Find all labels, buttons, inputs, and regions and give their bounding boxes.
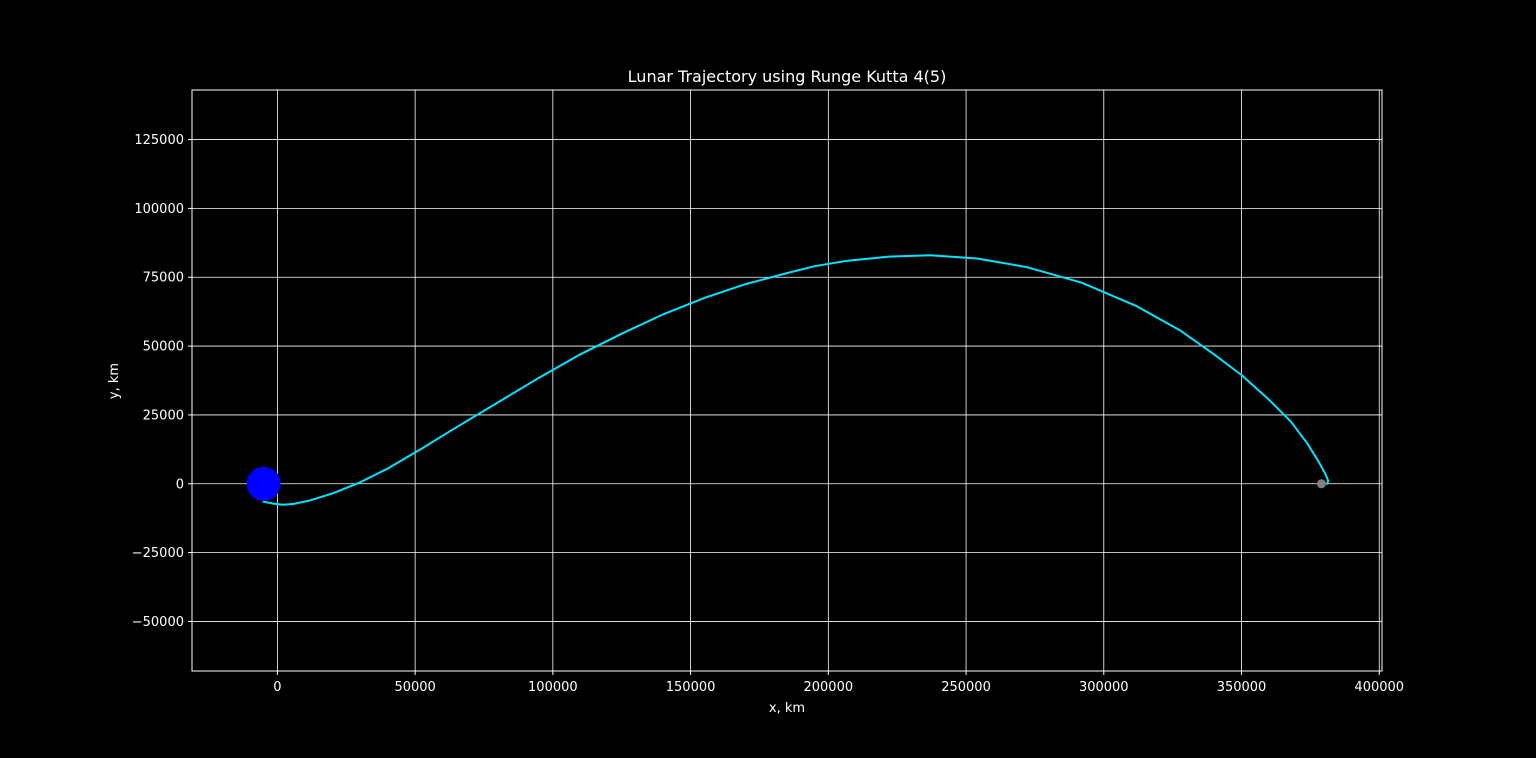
plot-frame <box>191 89 1383 672</box>
x-tick-label: 350000 <box>1217 680 1267 695</box>
x-axis-label: x, km <box>769 701 805 716</box>
x-tick-label: 300000 <box>1079 680 1129 695</box>
trajectory-line <box>262 254 1330 506</box>
chart-title: Lunar Trajectory using Runge Kutta 4(5) <box>628 67 947 86</box>
ticks: 0 50000 100000 150000 200000 250000 300000 3500… <box>132 133 1404 695</box>
grid <box>192 90 1382 671</box>
earth-marker <box>246 466 281 501</box>
x-tick-label: 100000 <box>528 680 578 695</box>
y-tick-label: 25000 <box>143 408 184 423</box>
y-tick-label: −50000 <box>132 615 184 630</box>
plot-data <box>246 254 1330 506</box>
x-tick-label: 50000 <box>394 680 435 695</box>
x-tick-label: 200000 <box>803 680 853 695</box>
y-tick-label: 125000 <box>134 133 184 148</box>
y-tick-label: 75000 <box>143 271 184 286</box>
x-tick-label: 150000 <box>666 680 716 695</box>
y-tick-label: 0 <box>176 477 184 492</box>
x-tick-label: 250000 <box>941 680 991 695</box>
y-tick-label: 50000 <box>143 340 184 355</box>
x-tick-label: 400000 <box>1354 680 1404 695</box>
y-axis-label: y, km <box>107 363 122 399</box>
moon-marker <box>1316 479 1326 489</box>
y-tick-label: 100000 <box>134 202 184 217</box>
y-tick-label: −25000 <box>132 546 184 561</box>
x-tick-label: 0 <box>273 680 281 695</box>
